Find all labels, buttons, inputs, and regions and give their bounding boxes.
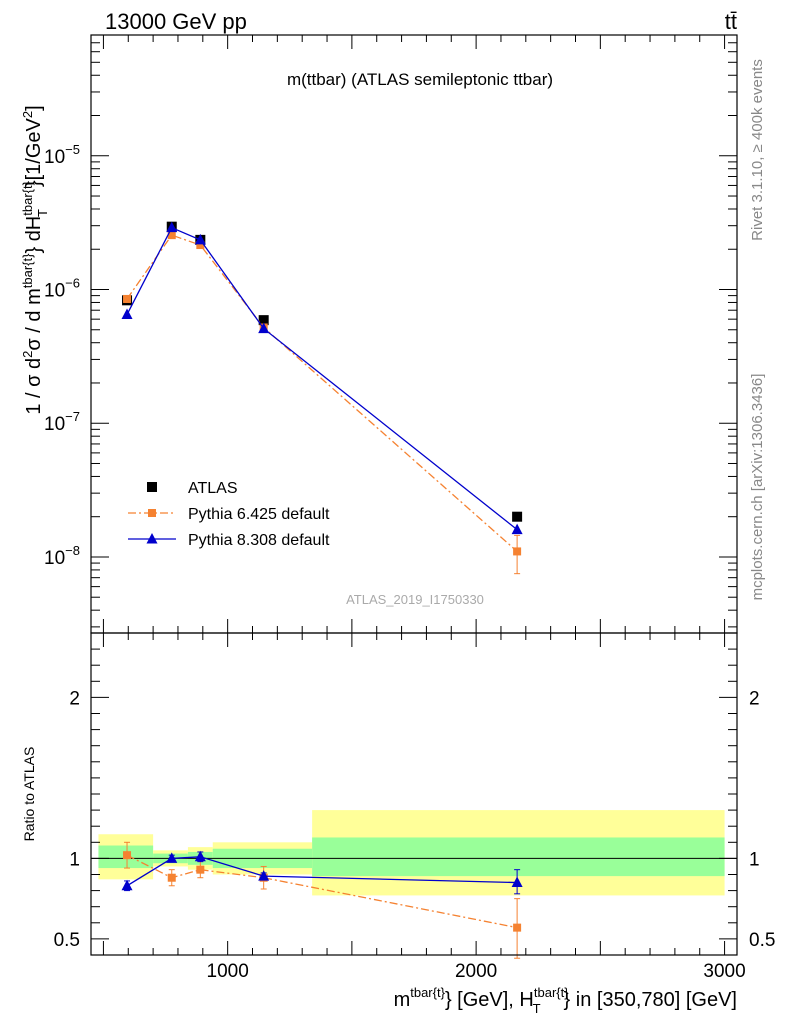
series-2-point <box>121 308 133 320</box>
ratio-series-1-point <box>258 870 270 881</box>
main-panel: m(ttbar) (ATLAS semileptonic ttbar) ATLA… <box>20 34 738 634</box>
series-0-point <box>512 511 523 522</box>
ratio-y-tick-label-right: 0.5 <box>749 930 775 951</box>
header-left-label: 13000 GeV pp <box>105 9 247 34</box>
header-right-label: tt̄ <box>725 9 737 34</box>
series-1-point <box>167 231 176 240</box>
x-tick-label: 3000 <box>703 961 745 982</box>
x-tick-label: 2000 <box>455 961 497 982</box>
series-1-point <box>123 294 132 303</box>
ratio-series-0-point <box>513 923 522 932</box>
series-1-line <box>126 234 518 552</box>
ratio-y-tick-label-right: 1 <box>749 849 760 870</box>
ratio-series-1-point <box>511 876 523 888</box>
ratio-series-1-point <box>194 850 206 862</box>
ratio-series-0-point <box>196 865 205 874</box>
legend-label: ATLAS <box>188 480 238 497</box>
series-2-point <box>194 233 206 245</box>
ratio-y-tick-label-right: 2 <box>749 688 760 709</box>
main-title: m(ttbar) (ATLAS semileptonic ttbar) <box>287 70 553 89</box>
main-y-tick-label: 10−8 <box>44 543 80 569</box>
series-1-point <box>513 547 522 556</box>
main-y-tick-label: 10−6 <box>44 275 80 301</box>
main-y-tick-label: 10−7 <box>44 409 80 435</box>
ratio-series-0-point <box>123 851 132 860</box>
ratio-panel: 0.5 0.5 1 1 2 2 1000 2000 3000 Ratio to ATLAS m… <box>21 632 775 1016</box>
legend-marker <box>147 482 157 492</box>
x-axis-label: mtbar{t}} [GeV], Htbar{t} T} in [350,780]… <box>394 985 737 1016</box>
ratio-series-1-point <box>166 852 178 863</box>
ratio-y-tick-label: 0.5 <box>54 930 80 951</box>
ratio-series-0-point <box>167 873 176 882</box>
legend: ATLAS Pythia 6.425 default Pythia 8.308 de… <box>128 480 330 549</box>
ratio-y-tick-label: 2 <box>69 688 80 709</box>
watermark: ATLAS_2019_I1750330 <box>346 592 484 607</box>
ratio-frame <box>90 632 738 956</box>
ratio-y-axis-label: Ratio to ATLAS <box>21 747 37 842</box>
series-2-point <box>166 221 178 233</box>
legend-marker <box>148 509 156 517</box>
legend-label: Pythia 6.425 default <box>188 506 330 523</box>
ratio-band-inner <box>312 837 725 877</box>
rivet-version-label: Rivet 3.1.10, ≥ 400k events <box>749 59 766 241</box>
ratio-series-1-point <box>121 879 133 891</box>
mcplots-label: mcplots.cern.ch [arXiv:1306.3436] <box>749 374 766 601</box>
series-2-point <box>511 523 523 535</box>
series-2-point <box>258 322 270 334</box>
series-0-point <box>258 315 269 326</box>
series-1-point <box>196 241 205 250</box>
x-tick-label: 1000 <box>207 961 249 982</box>
ratio-y-tick-label: 1 <box>69 849 80 870</box>
main-y-tick-label: 10−5 <box>44 142 80 168</box>
legend-marker <box>146 533 158 544</box>
legend-label: Pythia 8.308 default <box>188 532 330 549</box>
ratio-series-0-line <box>126 854 518 929</box>
